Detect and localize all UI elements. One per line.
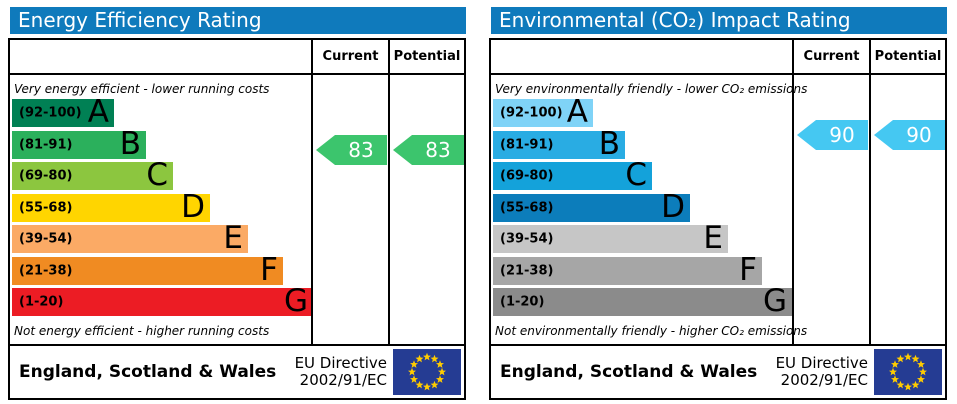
environmental-current-cell: 90 [792,75,869,344]
band-f: (21-38) F [12,253,283,287]
environmental-band-area: Very environmentally friendly - lower CO… [491,75,807,344]
svg-text:83: 83 [425,138,450,162]
energy-header-spacer [10,40,311,73]
band-b: (81-91) B [12,127,146,161]
environmental-impact-panel: Environmental (CO₂) Impact Rating Curren… [489,7,947,400]
svg-text:90: 90 [829,123,854,147]
environmental-rating-table: Current Potential Very environmentally f… [489,38,947,400]
environmental-region-label: England, Scotland & Wales [500,362,758,382]
environmental-bottom-caption: Not environmentally friendly - higher CO… [495,324,808,338]
eu-flag-icon [393,349,461,395]
energy-current-column-header: Current [311,40,388,73]
energy-panel-title: Energy Efficiency Rating [18,8,262,32]
energy-rating-table: Current Potential Very energy efficient … [8,38,466,400]
band-letter: B [119,125,141,162]
energy-potential-cell: 83 [388,75,464,344]
rating-arrow-shape: 83 [316,135,387,165]
band-range-label: (21-38) [19,263,73,278]
eu-directive-line2: 2002/91/EC [299,371,387,389]
band-d: (55-68) D [493,190,690,224]
energy-main-row: Very energy efficient - lower running co… [10,75,464,346]
band-a: (92-100) A [12,95,114,129]
environmental-main-row: Very environmentally friendly - lower CO… [491,75,945,346]
band-range-label: (69-80) [19,168,73,184]
energy-potential-rating-arrow: 83 [393,135,464,165]
band-g: (1-20) G [12,284,313,318]
eu-flag-svg [874,349,942,395]
environmental-footer: England, Scotland & Wales EU Directive 2… [491,346,945,398]
band-letter: E [223,220,243,256]
band-letter: D [181,188,205,225]
band-range-label: (1-20) [500,294,545,310]
band-range-label: (21-38) [500,263,554,278]
band-range-label: (81-91) [500,137,554,152]
energy-eu-directive-label: EU Directive 2002/91/EC [295,355,387,389]
band-letter: G [762,283,787,319]
band-range-label: (55-68) [19,200,73,215]
band-letter: A [87,94,109,130]
environmental-title-bar: Environmental (CO₂) Impact Rating [491,7,947,34]
energy-top-caption: Very energy efficient - lower running co… [14,82,270,96]
energy-region-label: England, Scotland & Wales [19,362,277,382]
energy-band-area: Very energy efficient - lower running co… [10,75,313,344]
band-a: (92-100) A [493,95,593,129]
band-range-label: (39-54) [500,231,554,247]
energy-title-bar: Energy Efficiency Rating [10,7,466,34]
band-letter: B [598,125,620,162]
band-letter: E [703,220,723,256]
energy-footer: England, Scotland & Wales EU Directive 2… [10,346,464,398]
band-range-label: (55-68) [500,200,554,215]
energy-bottom-caption: Not energy efficient - higher running co… [14,324,270,338]
environmental-top-caption: Very environmentally friendly - lower CO… [495,82,808,96]
environmental-potential-rating-arrow: 90 [874,120,945,150]
band-c: (69-80) C [493,158,652,192]
band-f: (21-38) F [493,253,762,287]
energy-potential-column-header: Potential [388,40,464,73]
eu-flag-svg [393,349,461,395]
band-letter: F [739,251,757,288]
band-c: (69-80) C [12,158,173,192]
energy-current-rating-arrow: 83 [316,135,387,165]
environmental-panel-title: Environmental (CO₂) Impact Rating [499,8,851,32]
band-letter: G [283,283,308,319]
environmental-current-rating-arrow: 90 [797,120,868,150]
svg-text:90: 90 [906,123,931,147]
rating-arrow-shape: 83 [393,135,464,165]
band-range-label: (1-20) [19,294,64,310]
band-letter: F [260,251,278,288]
environmental-potential-column-header: Potential [869,40,945,73]
environmental-eu-directive-label: EU Directive 2002/91/EC [776,355,868,389]
band-d: (55-68) D [12,190,210,224]
eu-flag-icon [874,349,942,395]
svg-text:83: 83 [348,138,373,162]
rating-arrow-shape: 90 [874,120,945,150]
band-range-label: (39-54) [19,231,73,247]
band-letter: C [625,157,647,193]
rating-arrow-shape: 90 [797,120,868,150]
energy-header-row: Current Potential [10,40,464,75]
eu-directive-line2: 2002/91/EC [780,371,868,389]
band-range-label: (81-91) [19,137,73,152]
eu-directive-line1: EU Directive [294,354,387,372]
environmental-header-row: Current Potential [491,40,945,75]
band-b: (81-91) B [493,127,625,161]
energy-efficiency-panel: Energy Efficiency Rating Current Potenti… [8,7,466,400]
band-letter: A [566,94,588,130]
band-range-label: (92-100) [500,105,563,121]
band-range-label: (69-80) [500,168,554,184]
band-e: (39-54) E [12,221,248,255]
energy-current-cell: 83 [311,75,388,344]
band-letter: D [661,188,685,225]
eu-directive-line1: EU Directive [775,354,868,372]
environmental-potential-cell: 90 [869,75,945,344]
band-letter: C [146,157,168,193]
band-g: (1-20) G [493,284,792,318]
environmental-current-column-header: Current [792,40,869,73]
band-range-label: (92-100) [19,105,82,121]
band-e: (39-54) E [493,221,728,255]
environmental-header-spacer [491,40,792,73]
